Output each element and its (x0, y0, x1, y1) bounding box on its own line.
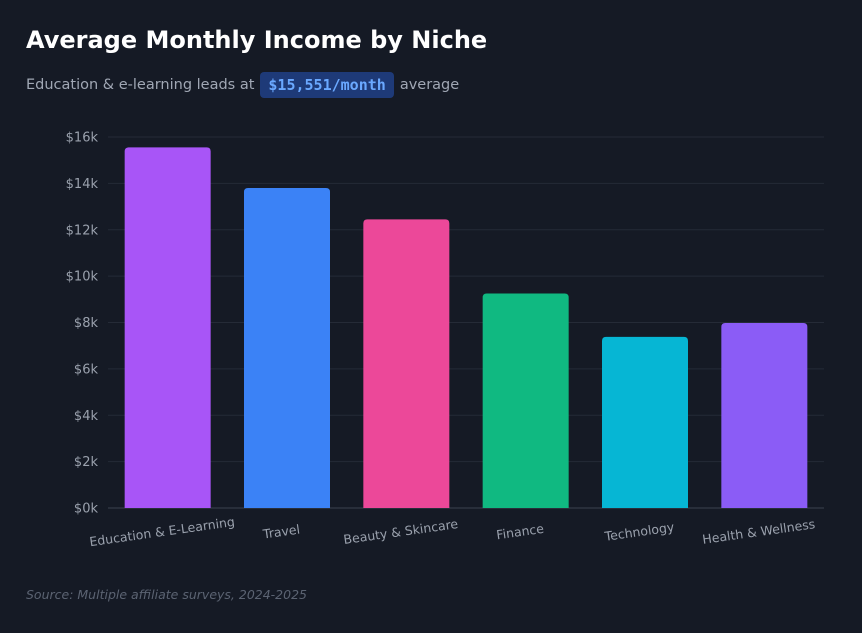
bar (482, 293, 569, 508)
highlight-badge: $15,551/month (260, 72, 394, 98)
y-tick-label: $2k (74, 455, 99, 470)
y-tick-label: $6k (74, 362, 99, 377)
subtitle-suffix: average (399, 77, 460, 93)
x-tick-label: Travel (261, 522, 301, 542)
x-axis: Education & E-Learning Travel Beauty & Ski… (88, 514, 816, 549)
x-tick-label: Technology (603, 519, 676, 544)
source-note: Source: Multiple affiliate surveys, 2024… (26, 587, 307, 602)
y-tick-label: $12k (66, 223, 99, 238)
bars (124, 147, 808, 509)
subtitle: Education & e-learning leads at $15,551/… (26, 72, 459, 98)
y-tick-label: $4k (74, 409, 99, 424)
subtitle-prefix: Education & e-learning leads at (26, 77, 255, 93)
chart-title: Average Monthly Income by Niche (26, 26, 488, 54)
y-tick-label: $10k (66, 270, 99, 285)
bar (602, 336, 688, 508)
bar (124, 147, 211, 508)
x-tick-label: Health & Wellness (701, 516, 816, 547)
x-tick-label: Education & E-Learning (88, 514, 235, 549)
y-tick-label: $0k (74, 502, 99, 517)
bar (721, 322, 808, 508)
bar (244, 188, 330, 508)
x-tick-label: Finance (495, 521, 545, 543)
gridlines (108, 136, 824, 509)
bar (363, 219, 450, 509)
y-tick-label: $8k (74, 316, 99, 331)
y-tick-label: $14k (66, 177, 99, 192)
y-tick-label: $16k (66, 131, 99, 146)
y-axis: $0k $2k $4k $6k $8k $10k $12k $14k $16k (66, 131, 99, 517)
x-tick-label: Beauty & Skincare (342, 516, 459, 547)
